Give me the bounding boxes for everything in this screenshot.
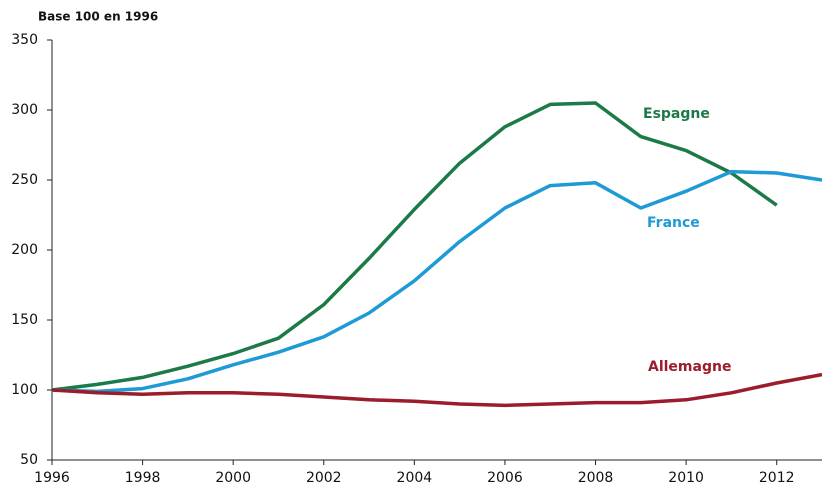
series-label: France <box>647 215 700 231</box>
series-label: Allemagne <box>648 359 731 375</box>
series-line <box>51 101 778 392</box>
series-line <box>51 372 822 408</box>
series-line <box>51 169 822 394</box>
y-tick-label: 350 <box>11 32 38 48</box>
y-tick-label: 50 <box>20 452 38 468</box>
x-tick-label: 2012 <box>759 470 795 486</box>
x-tick-label: 2004 <box>397 470 433 486</box>
y-tick-label: 250 <box>11 172 38 188</box>
y-tick-label: 100 <box>11 382 38 398</box>
x-tick-label: 2000 <box>215 470 251 486</box>
y-tick-label: 300 <box>11 102 38 118</box>
x-tick-label: 2008 <box>578 470 614 486</box>
y-tick-label: 200 <box>11 242 38 258</box>
x-tick-label: 2002 <box>306 470 342 486</box>
x-tick-label: 1996 <box>34 470 70 486</box>
series-label: Espagne <box>643 106 710 122</box>
y-tick-label: 150 <box>11 312 38 328</box>
chart-title: Base 100 en 1996 <box>38 10 158 24</box>
x-tick-label: 1998 <box>125 470 161 486</box>
x-tick-label: 2006 <box>487 470 523 486</box>
x-tick-label: 2010 <box>668 470 704 486</box>
